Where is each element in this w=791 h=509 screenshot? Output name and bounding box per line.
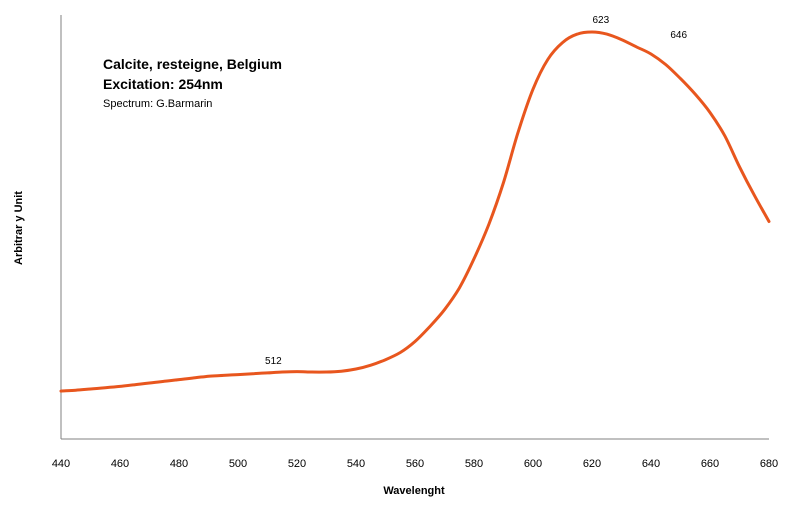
annotation-line-3: Spectrum: G.Barmarin [103,98,212,110]
x-tick-label: 560 [406,458,424,470]
x-tick-label: 540 [347,458,365,470]
y-axis-title: Arbitrar y Unit [13,191,25,265]
x-tick-label: 660 [701,458,719,470]
x-tick-label: 480 [170,458,188,470]
axes [60,15,769,440]
series-layer [59,30,771,393]
peak-label: 646 [670,30,687,41]
peak-labels: 512 623 646 [265,15,687,367]
spectrum-series-line [59,30,771,393]
x-tick-label: 500 [229,458,247,470]
x-tick-label: 680 [760,458,778,470]
x-tick-label: 620 [583,458,601,470]
peak-label: 623 [593,15,610,26]
annotation-line-2: Excitation: 254nm [103,76,223,92]
annotation-line-1: Calcite, resteigne, Belgium [103,56,282,72]
x-tick-labels: 440 460 480 500 520 540 560 580 600 620 640 660 680 [52,458,778,470]
x-axis-title: Wavelenght [383,485,445,497]
x-tick-label: 460 [111,458,129,470]
x-tick-label: 520 [288,458,306,470]
x-tick-label: 600 [524,458,542,470]
x-tick-label: 640 [642,458,660,470]
x-tick-label: 440 [52,458,70,470]
x-tick-label: 580 [465,458,483,470]
peak-label: 512 [265,356,282,367]
